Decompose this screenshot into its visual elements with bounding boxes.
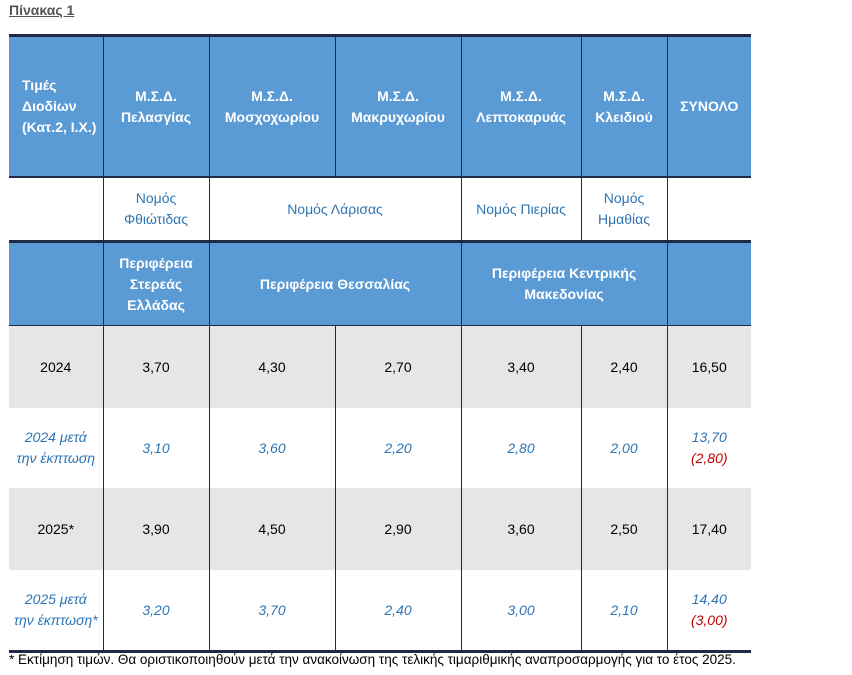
header-row: Τιμές Διοδίων (Κατ.2, Ι.Χ.) Μ.Σ.Δ. Πελασ… bbox=[9, 34, 751, 178]
value-cell: 3,70 bbox=[208, 570, 335, 653]
value-cell: 2,80 bbox=[460, 408, 581, 488]
value-cell: 3,60 bbox=[460, 488, 581, 570]
prefecture-fthiotida: Νομός Φθιώτιδας bbox=[102, 177, 209, 243]
empty-cell bbox=[666, 241, 751, 326]
prefecture-larisa: Νομός Λάρισας bbox=[208, 177, 461, 243]
row-label: 2025* bbox=[9, 488, 103, 570]
value-cell: 3,40 bbox=[460, 325, 581, 408]
header-toll-prices: Τιμές Διοδίων (Κατ.2, Ι.Χ.) bbox=[9, 34, 103, 178]
total-cell: 14,40 (3,00) bbox=[666, 570, 751, 653]
total-cell: 16,50 bbox=[666, 325, 751, 408]
region-kentriki-makedonia: Περιφέρεια Κεντρικής Μακεδονίας bbox=[460, 241, 667, 326]
total-value: 13,70 bbox=[691, 429, 727, 445]
row-label: 2025 μετά την έκπτωση* bbox=[9, 570, 103, 653]
value-cell: 2,40 bbox=[580, 325, 667, 408]
value-cell: 2,50 bbox=[580, 488, 667, 570]
discount-value: (2,80) bbox=[690, 450, 728, 466]
table-row: 2025* 3,90 4,50 2,90 3,60 2,50 17,40 bbox=[9, 488, 751, 570]
value-cell: 3,60 bbox=[208, 408, 335, 488]
region-thessalia: Περιφέρεια Θεσσαλίας bbox=[208, 241, 461, 326]
header-station-kleidi: Μ.Σ.Δ. Κλειδιού bbox=[580, 34, 667, 178]
row-label: 2024 μετά την έκπτωση bbox=[9, 408, 103, 488]
value-cell: 3,20 bbox=[102, 570, 209, 653]
header-station-moschochori: Μ.Σ.Δ. Μοσχοχωρίου bbox=[208, 34, 335, 178]
discount-value: (3,00) bbox=[690, 612, 728, 628]
header-station-pelasgia: Μ.Σ.Δ. Πελασγίας bbox=[102, 34, 209, 178]
total-cell: 13,70 (2,80) bbox=[666, 408, 751, 488]
value-cell: 3,90 bbox=[102, 488, 209, 570]
total-cell: 17,40 bbox=[666, 488, 751, 570]
empty-cell bbox=[666, 177, 751, 243]
prefecture-imathia: Νομός Ημαθίας bbox=[580, 177, 667, 243]
table-row: 2025 μετά την έκπτωση* 3,20 3,70 2,40 3,… bbox=[9, 570, 751, 653]
table-row: 2024 μετά την έκπτωση 3,10 3,60 2,20 2,8… bbox=[9, 408, 751, 488]
value-cell: 2,90 bbox=[334, 488, 461, 570]
value-cell: 4,50 bbox=[208, 488, 335, 570]
value-cell: 3,70 bbox=[102, 325, 209, 408]
empty-cell bbox=[9, 177, 103, 243]
prefecture-pieria: Νομός Πιερίας bbox=[460, 177, 581, 243]
total-value: 14,40 bbox=[691, 591, 727, 607]
region-sterea-ellada: Περιφέρεια Στερεάς Ελλάδας bbox=[102, 241, 209, 326]
table-row: 2024 3,70 4,30 2,70 3,40 2,40 16,50 bbox=[9, 325, 751, 408]
prefecture-row: Νομός Φθιώτιδας Νομός Λάρισας Νομός Πιερ… bbox=[9, 177, 751, 243]
header-station-makrychori: Μ.Σ.Δ. Μακρυχωρίου bbox=[334, 34, 461, 178]
header-total: ΣΥΝΟΛΟ bbox=[666, 34, 751, 178]
footnote: * Εκτίμηση τιμών. Θα οριστικοποιηθούν με… bbox=[9, 652, 736, 667]
value-cell: 2,00 bbox=[580, 408, 667, 488]
value-cell: 3,00 bbox=[460, 570, 581, 653]
header-station-leptokarya: Μ.Σ.Δ. Λεπτοκαρυάς bbox=[460, 34, 581, 178]
region-row: Περιφέρεια Στερεάς Ελλάδας Περιφέρεια Θε… bbox=[9, 241, 751, 326]
value-cell: 2,20 bbox=[334, 408, 461, 488]
value-cell: 2,10 bbox=[580, 570, 667, 653]
table-title: Πίνακας 1 bbox=[9, 2, 75, 18]
value-cell: 2,70 bbox=[334, 325, 461, 408]
value-cell: 3,10 bbox=[102, 408, 209, 488]
value-cell: 4,30 bbox=[208, 325, 335, 408]
row-label: 2024 bbox=[9, 325, 103, 408]
toll-prices-table: Τιμές Διοδίων (Κατ.2, Ι.Χ.) Μ.Σ.Δ. Πελασ… bbox=[9, 34, 751, 653]
empty-cell bbox=[9, 241, 103, 326]
value-cell: 2,40 bbox=[334, 570, 461, 653]
